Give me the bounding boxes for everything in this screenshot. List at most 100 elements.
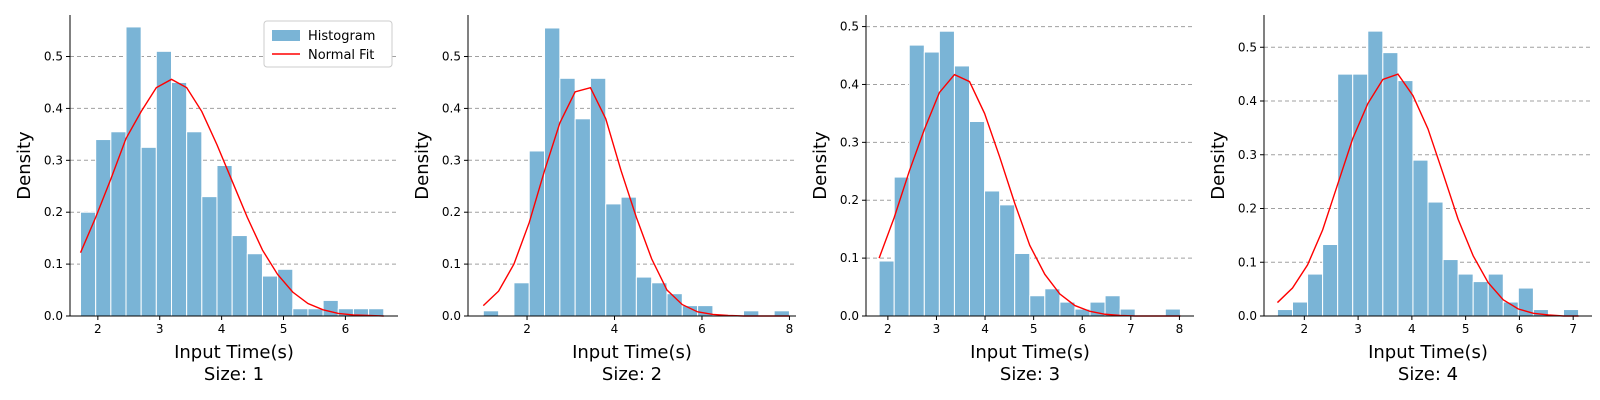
x-tick-label: 2	[94, 322, 102, 336]
histogram-bar	[651, 282, 668, 317]
histogram-bar	[1382, 52, 1399, 317]
y-tick-label: 0.0	[1238, 309, 1257, 323]
histogram-bar	[743, 310, 760, 317]
y-tick-label: 0.3	[442, 153, 461, 167]
y-tick-label: 0.5	[840, 20, 859, 34]
histogram-bar	[1397, 80, 1414, 317]
histogram-bar	[261, 275, 279, 317]
chart-title: Size: 2	[602, 364, 662, 385]
x-tick-label: 4	[611, 322, 619, 336]
x-tick-label: 3	[1354, 322, 1362, 336]
x-tick-label: 8	[786, 322, 794, 336]
y-tick-label: 0.4	[840, 77, 859, 91]
histogram-bar	[1457, 273, 1474, 317]
histogram-bar	[155, 50, 172, 317]
x-tick-label: 2	[884, 322, 892, 336]
y-tick-label: 0.5	[442, 50, 461, 64]
histogram-bar	[605, 203, 622, 317]
histogram-bar	[893, 176, 910, 317]
histogram-bar	[307, 308, 324, 317]
y-tick-label: 0.4	[44, 101, 63, 115]
normal-fit-line	[79, 78, 384, 317]
histogram-bar	[1442, 259, 1459, 317]
y-tick-label: 0.1	[442, 257, 461, 271]
histogram-bar	[80, 211, 97, 317]
histogram-bar	[1029, 295, 1046, 317]
histogram-bar	[513, 282, 530, 317]
histogram-bar	[635, 276, 653, 317]
y-tick-label: 0.5	[44, 50, 63, 64]
chart-panel-4: 2 3 4 5 6 7 0.0 0.1 0.2 0.3 0.4 0.5 Input Time(s)Siz…	[1208, 15, 1592, 385]
chart-panel-3: 2 3 4 5 6 7 8 0.0 0.1 0.2 0.3 0.4 0.5 Input Time(s)Si…	[810, 15, 1194, 385]
y-axis-label: Density	[412, 131, 433, 200]
legend-swatch-histogram	[272, 30, 300, 41]
x-tick-label: 2	[1301, 322, 1309, 336]
y-axis-label: Density	[14, 131, 35, 200]
y-axis-label: Density	[1208, 131, 1229, 200]
x-tick-label: 5	[280, 322, 288, 336]
x-tick-label: 5	[1030, 322, 1038, 336]
y-tick-label: 0.3	[1238, 148, 1257, 162]
histogram-bar	[544, 27, 561, 317]
x-tick-label: 4	[981, 322, 989, 336]
x-axis-label: Input Time(s)	[970, 342, 1090, 363]
histogram-bar	[1276, 309, 1293, 317]
x-axis-label: Input Time(s)	[572, 342, 692, 363]
y-tick-label: 0.0	[840, 309, 859, 323]
chart-panel-1: 2 3 4 5 6 0.0 0.1 0.2 0.3 0.4 0.5 Input Time(s)Size…	[14, 15, 398, 385]
histogram-bar	[1044, 288, 1061, 317]
x-tick-label: 8	[1176, 322, 1184, 336]
y-tick-label: 0.2	[1238, 202, 1257, 216]
histogram-bar	[231, 235, 248, 317]
y-tick-label: 0.4	[442, 101, 461, 115]
histogram-bar	[1322, 244, 1339, 317]
y-tick-label: 0.2	[442, 205, 461, 219]
x-tick-label: 3	[156, 322, 164, 336]
chart-panel-2: 2 4 6 8 0.0 0.1 0.2 0.3 0.4 0.5 Input Time(s)Size:…	[412, 15, 796, 385]
histogram-bar	[620, 196, 637, 317]
histogram-bar	[1487, 273, 1504, 317]
histogram-bar	[201, 196, 218, 317]
histogram-bar	[574, 118, 591, 317]
histogram-bar	[878, 260, 895, 317]
histogram-bar	[1367, 30, 1384, 317]
histogram-bar	[322, 299, 339, 317]
histogram-bar	[292, 308, 309, 317]
histogram-bar	[186, 131, 203, 317]
histogram-bar	[969, 121, 986, 317]
x-tick-label: 3	[933, 322, 941, 336]
histogram-bar	[1563, 309, 1580, 317]
legend-label-histogram: Histogram	[308, 29, 375, 44]
chart-title: Size: 4	[1398, 364, 1458, 385]
histogram-bar	[908, 44, 925, 317]
x-axis-label: Input Time(s)	[174, 342, 294, 363]
y-tick-label: 0.4	[1238, 94, 1257, 108]
histogram-bar	[1337, 73, 1354, 317]
histogram-bar	[482, 310, 500, 317]
x-tick-label: 2	[523, 322, 531, 336]
y-tick-label: 0.5	[1238, 40, 1257, 54]
histogram-bar	[125, 26, 142, 317]
y-tick-label: 0.0	[442, 309, 461, 323]
x-axis-label: Input Time(s)	[1368, 342, 1488, 363]
chart-title: Size: 3	[1000, 364, 1060, 385]
x-tick-label: 7	[1127, 322, 1135, 336]
x-tick-label: 6	[342, 322, 350, 336]
histogram-bar	[246, 253, 263, 317]
x-tick-label: 6	[1078, 322, 1086, 336]
histogram-bar	[923, 51, 940, 317]
y-tick-label: 0.2	[44, 205, 63, 219]
y-tick-label: 0.0	[44, 309, 63, 323]
histogram-bar	[1014, 252, 1031, 317]
histogram-bar	[1427, 201, 1444, 317]
histogram-bar	[1307, 273, 1324, 317]
y-tick-label: 0.3	[44, 153, 63, 167]
y-tick-label: 0.1	[44, 257, 63, 271]
histogram-bar	[140, 146, 157, 317]
histogram-bar	[1412, 159, 1429, 317]
x-tick-label: 7	[1569, 322, 1577, 336]
chart-title: Size: 1	[204, 364, 264, 385]
histogram-bar	[1104, 295, 1121, 317]
legend-label-fit: Normal Fit	[308, 48, 374, 63]
